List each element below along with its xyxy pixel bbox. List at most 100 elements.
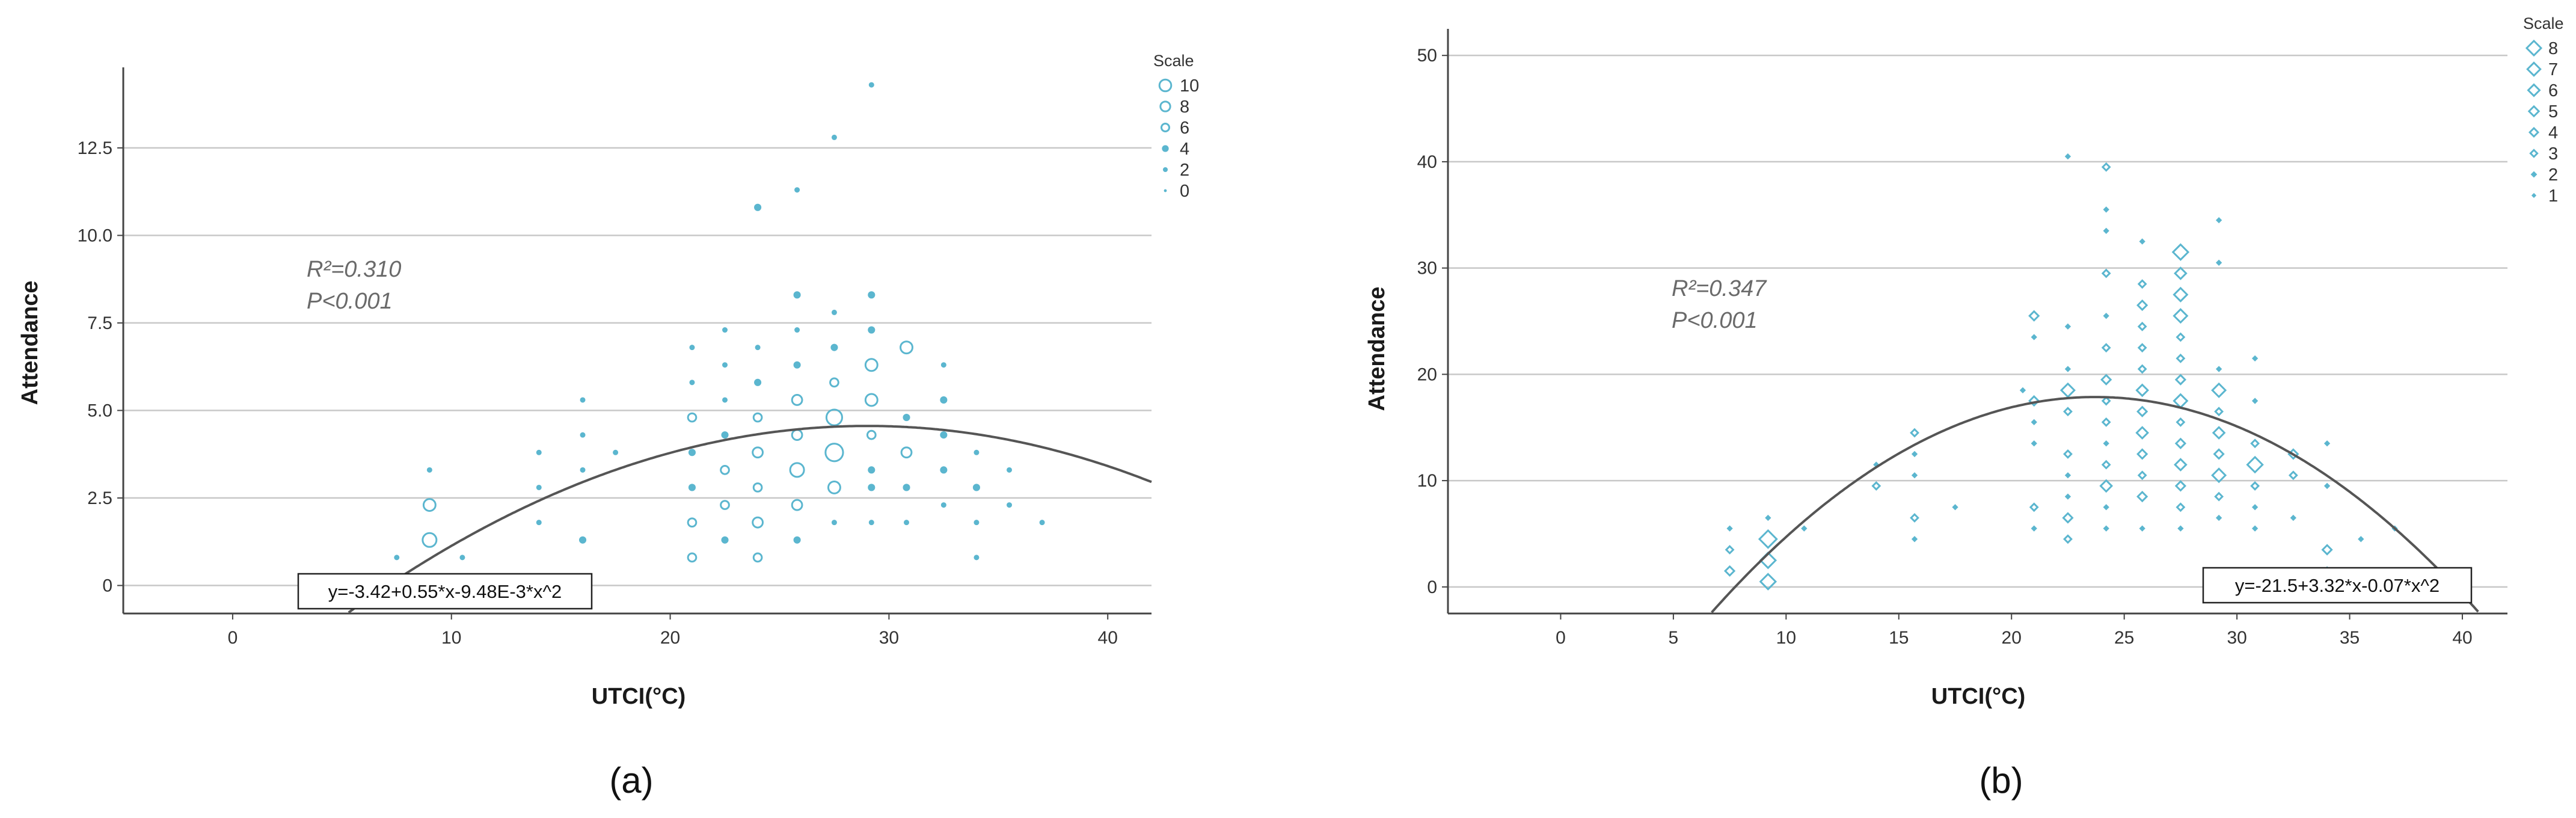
data-point [752,446,764,459]
y-tick-label: 40 [1417,152,1437,172]
data-point [2215,514,2222,521]
data-point [1910,513,1919,523]
x-tick-label: 40 [2452,628,2472,648]
data-point [2136,490,2148,503]
y-tick-label: 12.5 [78,138,112,158]
data-point [2251,525,2259,532]
y-tick-label: 10.0 [78,226,112,245]
data-point [2174,266,2188,280]
legend-marker [1159,100,1171,112]
data-point [580,467,586,473]
chart-b-r-squared: R²=0.347 [1672,276,1767,301]
chart-b-equation-box [2202,567,2473,604]
data-point [2212,426,2226,440]
data-point [2139,238,2145,245]
data-point [755,345,761,351]
data-point [903,414,910,422]
legend-label: 7 [2548,60,2558,79]
data-point [794,187,800,193]
data-point [974,449,980,455]
data-point [2174,437,2187,449]
data-point [1911,451,1918,458]
data-point [825,408,843,426]
data-point [2028,310,2040,322]
data-point [721,431,729,439]
data-point [2173,308,2189,324]
data-point [752,412,763,423]
legend-marker [1160,122,1171,133]
data-point [1039,520,1045,526]
data-point [903,484,910,491]
data-point [2137,321,2147,331]
legend-label: 6 [2548,81,2558,100]
data-point [2101,417,2111,427]
legend-marker [2527,83,2541,97]
data-point [868,326,876,334]
chart-a-equation-box [297,573,593,610]
data-point [2031,334,2037,340]
data-point [2211,382,2227,398]
data-point [2215,259,2222,266]
data-point [2139,525,2145,532]
data-point [940,431,948,439]
data-point [2251,355,2259,362]
data-point [940,396,948,404]
data-point [578,536,587,544]
data-point [459,555,465,561]
legend-label: 0 [1180,182,1189,201]
legend-label: 2 [2548,165,2558,185]
data-point [974,520,980,526]
x-tick-label: 20 [660,628,680,648]
chart-b-y-axis-title: Attendance [1364,287,1390,411]
chart-a-x-axis-title: UTCI(°C) [592,684,686,709]
data-point [721,536,729,544]
y-tick-label: 30 [1417,259,1437,278]
legend-label: 6 [1180,118,1189,138]
data-point [2176,417,2186,427]
data-point [754,378,762,386]
data-point [2137,364,2147,374]
y-tick-label: 10 [1417,471,1437,491]
data-point [864,358,879,372]
x-tick-label: 35 [2340,628,2360,648]
data-point [1007,467,1013,473]
chart-b-legend-title: Scale [2523,14,2564,32]
data-point [2031,419,2037,426]
chart-a-p-value: P<0.001 [307,289,393,314]
data-point [974,555,980,561]
data-point [426,467,432,473]
x-tick-label: 15 [1889,628,1909,648]
legend-marker [1158,78,1173,93]
x-tick-label: 25 [2114,628,2134,648]
data-point [2323,440,2331,447]
legend-marker [2531,192,2537,198]
data-point [2028,395,2040,407]
data-point [2100,374,2112,386]
data-point [1725,545,1735,555]
data-point [2063,407,2073,417]
data-point [2290,514,2297,521]
data-point [868,520,874,526]
chart-a-equation: y=-3.42+0.55*x-9.48E-3*x^2 [328,581,562,602]
data-point [2136,299,2148,312]
data-point [2031,440,2037,447]
data-point [864,393,879,407]
legend-marker [2529,149,2539,158]
data-point [2136,405,2148,417]
data-point [2063,449,2073,459]
data-point [720,500,730,510]
data-point [2064,366,2072,372]
data-point [2251,504,2259,511]
data-point [789,462,805,478]
legend-label: 4 [1180,140,1189,159]
data-point [722,327,728,333]
data-point [2031,525,2037,532]
data-point [580,432,586,438]
data-point [752,552,763,563]
legend-label: 8 [1180,97,1189,117]
chart-b-points [1723,153,2398,591]
chart-a-xticks: 0 10 20 30 40 [228,614,1118,648]
chart-a: 02.55.07.510.012.5 0 10 20 30 40 R²=0.310 P<… [17,52,1199,801]
